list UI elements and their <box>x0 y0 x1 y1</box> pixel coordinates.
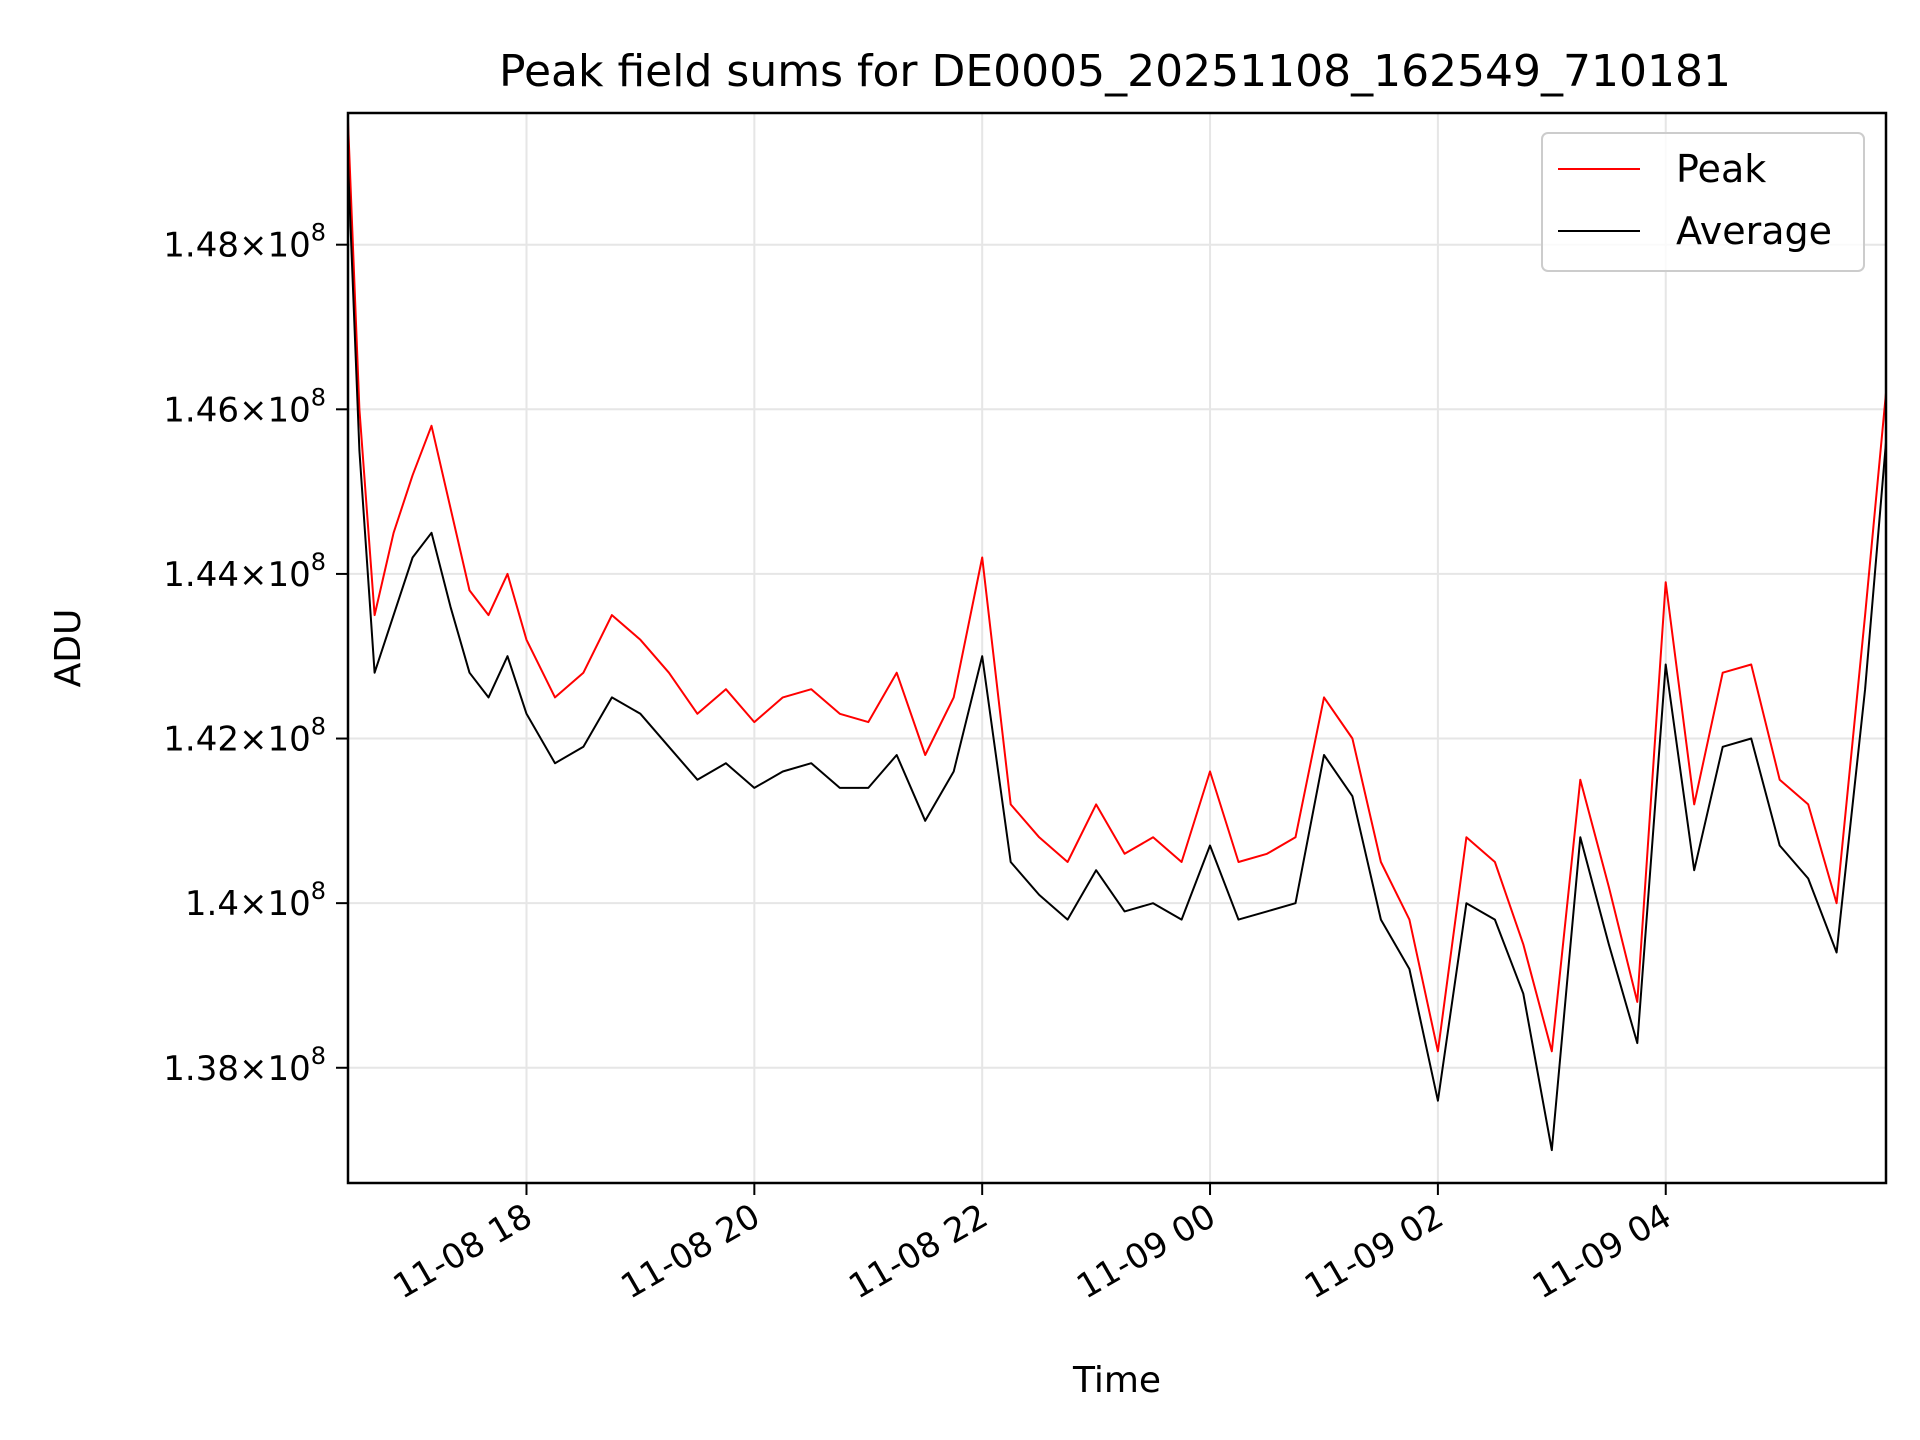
x-tick-label: 11-09 02 <box>1298 1196 1450 1307</box>
y-tick-mantissa: 1.42 <box>163 720 239 760</box>
y-tick-exponent: 8 <box>311 383 326 411</box>
x-tick-label: 11-08 22 <box>842 1196 994 1307</box>
y-tick-times-ten: ×10 <box>239 884 311 924</box>
y-tick-label: 1.38×108 <box>163 1042 326 1089</box>
y-tick-mantissa: 1.38 <box>163 1049 239 1089</box>
x-tick-label: 11-08 20 <box>614 1196 766 1307</box>
y-tick-mantissa: 1.46 <box>163 390 239 430</box>
y-tick-exponent: 8 <box>311 219 326 247</box>
y-tick-label: 1.42×108 <box>163 713 326 760</box>
y-tick-times-ten: ×10 <box>239 390 311 430</box>
y-tick-times-ten: ×10 <box>239 555 311 595</box>
y-tick-times-ten: ×10 <box>239 1049 311 1089</box>
y-tick-label: 1.46×108 <box>163 383 326 430</box>
y-tick-mantissa: 1.44 <box>163 555 239 595</box>
series-line-average <box>348 162 1886 1152</box>
series-line-peak <box>348 121 1886 1053</box>
legend-box <box>1541 132 1865 272</box>
grid <box>348 113 1886 1183</box>
axes-frame <box>346 111 1888 1185</box>
x-tick-label: 11-09 00 <box>1070 1196 1222 1307</box>
y-tick-label: 1.44×108 <box>163 548 326 595</box>
x-tick-label: 11-08 18 <box>387 1196 539 1307</box>
y-tick-exponent: 8 <box>311 548 326 576</box>
y-axis-label: ADU <box>48 609 89 688</box>
y-tick-exponent: 8 <box>311 877 326 905</box>
y-tick-exponent: 8 <box>311 713 326 741</box>
y-tick-mantissa: 1.4 <box>185 884 239 924</box>
x-axis-label: Time <box>1072 1360 1161 1401</box>
x-axis-ticks: 11-08 18 11-08 20 11-08 22 11-09 00 11-09 02… <box>387 1183 1678 1307</box>
chart-title: Peak field sums for DE0005_20251108_1625… <box>499 46 1731 97</box>
y-tick-times-ten: ×10 <box>239 226 311 266</box>
plot-series <box>348 121 1886 1152</box>
y-tick-exponent: 8 <box>311 1042 326 1070</box>
legend-label-average: Average <box>1676 209 1832 253</box>
legend-label-peak: Peak <box>1676 147 1766 191</box>
y-tick-label: 1.4×108 <box>185 877 326 924</box>
x-tick-label: 11-09 04 <box>1526 1196 1678 1307</box>
y-tick-mantissa: 1.48 <box>163 226 239 266</box>
legend: Peak Average <box>1541 132 1865 272</box>
y-axis-ticks: 1.38×1081.4×1081.42×1081.44×1081.46×1081… <box>163 219 348 1089</box>
y-tick-times-ten: ×10 <box>239 720 311 760</box>
y-tick-label: 1.48×108 <box>163 219 326 266</box>
